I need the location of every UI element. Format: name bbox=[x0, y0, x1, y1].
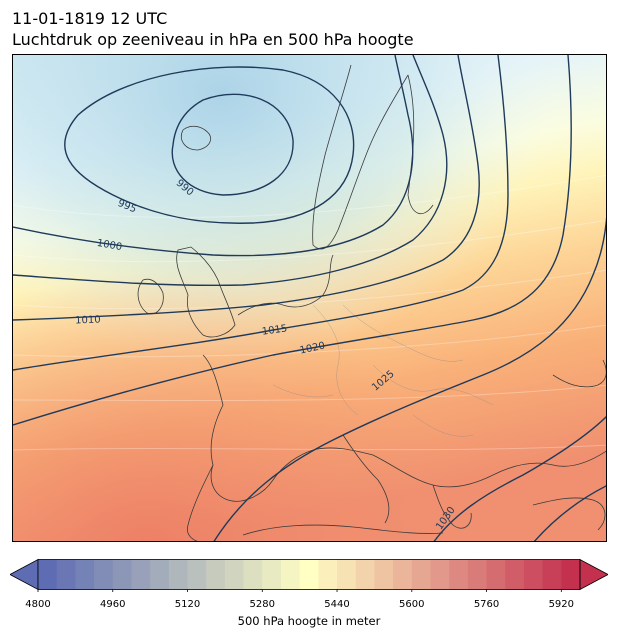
colorbar-segment bbox=[299, 559, 319, 590]
colorbar-segment bbox=[318, 559, 338, 590]
colorbar-segment bbox=[393, 559, 413, 590]
colorbar-segment bbox=[411, 559, 431, 590]
colorbar-segment bbox=[430, 559, 450, 590]
colorbar-canvas bbox=[9, 558, 609, 593]
colorbar-segment bbox=[94, 559, 114, 590]
isobar-label-1000: 1000 bbox=[96, 238, 123, 253]
colorbar-segment bbox=[486, 559, 506, 590]
colorbar-segment bbox=[224, 559, 245, 590]
colorbar-segment bbox=[187, 559, 207, 590]
colorbar-segment bbox=[449, 559, 469, 590]
colorbar-segment bbox=[561, 559, 581, 590]
colorbar bbox=[9, 557, 609, 596]
isobars bbox=[13, 55, 606, 541]
map-title-description: Luchtdruk op zeeniveau in hPa en 500 hPa… bbox=[12, 30, 414, 49]
isobar-label-1020: 1020 bbox=[299, 341, 326, 357]
colorbar-tick-label: 4800 bbox=[25, 599, 51, 610]
colorbar-segment bbox=[168, 559, 189, 590]
colorbar-segment bbox=[112, 559, 132, 590]
colorbar-extend-high bbox=[579, 558, 609, 591]
colorbar-segment bbox=[131, 559, 151, 590]
colorbar-segment bbox=[206, 559, 226, 590]
weather-map: 990 995 1000 1010 1015 1020 1025 1030 bbox=[12, 54, 607, 542]
colorbar-tick-label: 5120 bbox=[174, 599, 201, 610]
colorbar-segment bbox=[56, 559, 76, 590]
colorbar-segment bbox=[337, 559, 357, 590]
colorbar-segment bbox=[262, 559, 282, 590]
colorbar-tick-label: 5280 bbox=[249, 599, 275, 610]
colorbar-tick-label: 5600 bbox=[399, 599, 425, 610]
colorbar-tick-label: 5440 bbox=[324, 599, 350, 610]
colorbar-segment bbox=[75, 559, 95, 590]
colorbar-segment bbox=[243, 559, 263, 590]
isobar-label-1015: 1015 bbox=[261, 323, 288, 337]
colorbar-segment bbox=[150, 559, 170, 590]
colorbar-segment bbox=[467, 559, 488, 590]
colorbar-tick-label: 4960 bbox=[100, 599, 126, 610]
colorbar-segment bbox=[280, 559, 301, 590]
colorbar-extend-low bbox=[9, 558, 39, 591]
colorbar-segment bbox=[542, 559, 562, 590]
weather-map-canvas: 990 995 1000 1010 1015 1020 1025 1030 bbox=[13, 55, 606, 541]
colorbar-tick-label: 5920 bbox=[548, 599, 575, 610]
colorbar-label: 500 hPa hoogte in meter bbox=[237, 614, 381, 628]
colorbar-border bbox=[37, 559, 581, 590]
colorbar-segment bbox=[523, 559, 544, 590]
colorbar-segment bbox=[38, 559, 58, 590]
colorbar-segment bbox=[374, 559, 394, 590]
colorbar-tick-label: 5760 bbox=[473, 599, 500, 610]
colorbar-segment bbox=[505, 559, 525, 590]
colorbar-segment bbox=[355, 559, 375, 590]
isobar-label-1010: 1010 bbox=[75, 315, 101, 327]
map-title-date: 11-01-1819 12 UTC bbox=[12, 9, 168, 28]
